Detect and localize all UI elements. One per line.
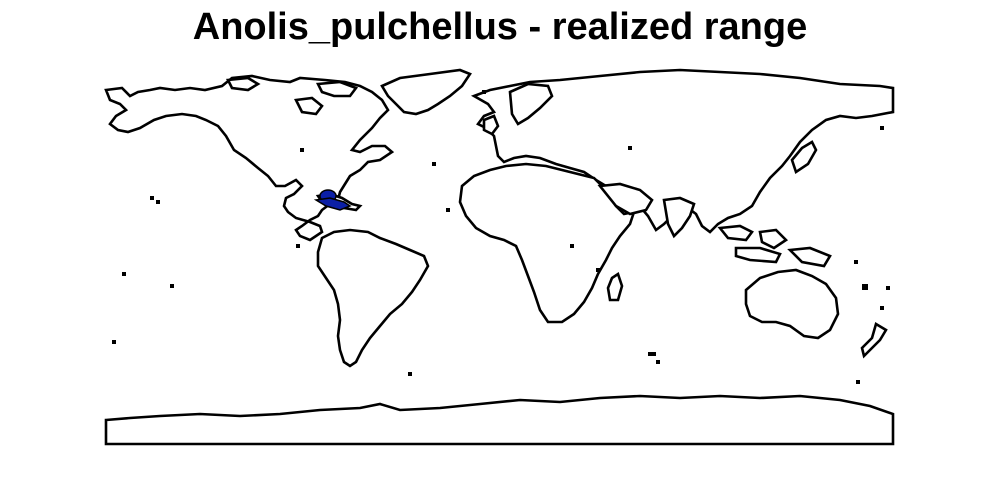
greenland-landmass — [380, 68, 472, 116]
arctic-island — [294, 96, 324, 116]
south-america-landmass — [316, 228, 430, 368]
antarctica-landmass — [104, 394, 895, 446]
arctic-island — [315, 80, 359, 98]
arabia-landmass — [597, 182, 654, 216]
se-asia-island — [734, 246, 782, 264]
se-asia-island — [758, 228, 789, 250]
north-america-landmass — [104, 74, 395, 242]
se-asia-island — [787, 246, 832, 268]
se-asia-island — [717, 224, 754, 242]
map-title: Anolis_pulchellus - realized range — [192, 6, 808, 48]
africa-landmass — [458, 162, 636, 324]
realized-range-area — [313, 197, 352, 211]
british-isles-landmass — [482, 114, 500, 136]
madagascar-landmass — [606, 271, 624, 302]
eurasia-landmass — [470, 68, 895, 234]
new-zealand-landmass — [860, 322, 888, 359]
india-landmass — [662, 196, 696, 239]
japan-landmass — [790, 140, 818, 175]
arctic-island — [225, 76, 261, 92]
australia-landmass — [744, 268, 840, 340]
scandinavia-landmass — [508, 82, 554, 126]
small-islands — [112, 90, 890, 384]
